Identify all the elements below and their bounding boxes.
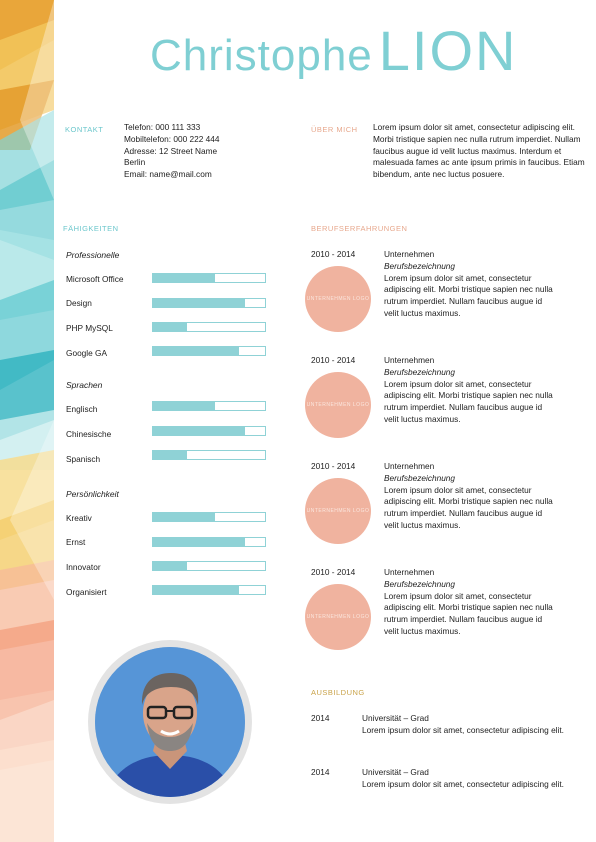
skill-bar (152, 322, 266, 332)
education-entry: Universität – Grad Lorem ipsum dolor sit… (362, 713, 577, 737)
job-description: Lorem ipsum dolor sit amet, consectetur … (384, 590, 553, 636)
profile-photo (95, 647, 245, 797)
experience-years: 2010 - 2014 (311, 567, 356, 577)
education-entry: Universität – Grad Lorem ipsum dolor sit… (362, 767, 577, 791)
experience-entry: Unternehmen Berufsbezeichnung Lorem ipsu… (384, 249, 554, 320)
skills-group-title: Professionelle (66, 250, 120, 260)
skill-bar-fill (153, 347, 240, 355)
job-description: Lorem ipsum dolor sit amet, consectetur … (384, 484, 553, 530)
about-text: Lorem ipsum dolor sit amet, consectetur … (373, 122, 585, 180)
kontakt-label: KONTAKT (65, 125, 104, 134)
skill-name: Englisch (66, 404, 98, 414)
skill-bar (152, 426, 266, 436)
skill-name: Spanisch (66, 454, 101, 464)
company-logo-placeholder: UNTERNEHMEN LOGO (305, 478, 371, 544)
company-logo-placeholder: UNTERNEHMEN LOGO (305, 372, 371, 438)
experience-label: BERUFSERFAHRUNGEN (311, 224, 408, 233)
company-logo-placeholder: UNTERNEHMEN LOGO (305, 266, 371, 332)
skill-name: Innovator (66, 562, 101, 572)
contact-mobile: Mobiltelefon: 000 222 444 (124, 133, 220, 144)
education-label: AUSBILDUNG (311, 688, 365, 697)
skill-bar-fill (153, 513, 215, 521)
first-name: Christophe (150, 31, 373, 80)
job-title: Berufsbezeichnung (384, 260, 456, 271)
education-description: Lorem ipsum dolor sit amet, consectetur … (362, 724, 564, 735)
skill-bar (152, 585, 266, 595)
skill-bar (152, 450, 266, 460)
skill-bar (152, 298, 266, 308)
skills-label: FÄHIGKEITEN (63, 224, 119, 233)
name-heading: Christophe LION (150, 18, 580, 83)
skill-bar-fill (153, 299, 245, 307)
experience-years: 2010 - 2014 (311, 355, 356, 365)
skill-name: Chinesische (66, 429, 112, 439)
job-title: Berufsbezeichnung (384, 472, 456, 483)
experience-entry: Unternehmen Berufsbezeichnung Lorem ipsu… (384, 567, 554, 638)
experience-years: 2010 - 2014 (311, 249, 356, 259)
education-title: Universität – Grad (362, 713, 429, 723)
company-name: Unternehmen (384, 567, 435, 577)
skill-bar (152, 537, 266, 547)
about-label: ÜBER MICH (311, 125, 358, 134)
company-logo-placeholder: UNTERNEHMEN LOGO (305, 584, 371, 650)
experience-years: 2010 - 2014 (311, 461, 356, 471)
skill-bar-fill (153, 451, 187, 459)
last-name: LION (378, 19, 518, 82)
job-description: Lorem ipsum dolor sit amet, consectetur … (384, 378, 553, 424)
skill-name: Microsoft Office (66, 274, 124, 284)
skill-bar-fill (153, 562, 187, 570)
skills-group-title: Sprachen (66, 380, 103, 390)
skill-bar-fill (153, 538, 245, 546)
decorative-side-strip (0, 0, 54, 842)
job-description: Lorem ipsum dolor sit amet, consectetur … (384, 272, 553, 318)
skill-name: Organisiert (66, 587, 107, 597)
skill-bar (152, 346, 266, 356)
skill-bar-fill (153, 586, 240, 594)
skill-bar (152, 561, 266, 571)
skill-name: Google GA (66, 348, 108, 358)
skills-group-title: Persönlichkeit (66, 489, 119, 499)
skill-bar (152, 512, 266, 522)
job-title: Berufsbezeichnung (384, 578, 456, 589)
skill-name: Ernst (66, 537, 86, 547)
skill-bar-fill (153, 402, 215, 410)
company-name: Unternehmen (384, 355, 435, 365)
experience-entry: Unternehmen Berufsbezeichnung Lorem ipsu… (384, 355, 554, 426)
skill-bar-fill (153, 274, 215, 282)
skill-bar (152, 401, 266, 411)
skill-name: Design (66, 298, 92, 308)
job-title: Berufsbezeichnung (384, 366, 456, 377)
experience-entry: Unternehmen Berufsbezeichnung Lorem ipsu… (384, 461, 554, 532)
education-year: 2014 (311, 713, 330, 723)
skill-name: Kreativ (66, 513, 92, 523)
contact-phone: Telefon: 000 111 333 (124, 122, 201, 132)
company-name: Unternehmen (384, 461, 435, 471)
skill-bar (152, 273, 266, 283)
kontakt-details: Telefon: 000 111 333 Mobiltelefon: 000 2… (124, 122, 220, 181)
contact-email: Email: name@mail.com (124, 169, 212, 180)
company-name: Unternehmen (384, 249, 435, 259)
skill-bar-fill (153, 323, 187, 331)
education-description: Lorem ipsum dolor sit amet, consectetur … (362, 778, 564, 789)
contact-address: Adresse: 12 Street Name (124, 145, 218, 156)
skill-name: PHP MySQL (66, 323, 113, 333)
education-year: 2014 (311, 767, 330, 777)
skill-bar-fill (153, 427, 245, 435)
contact-city: Berlin (124, 157, 146, 168)
education-title: Universität – Grad (362, 767, 429, 777)
